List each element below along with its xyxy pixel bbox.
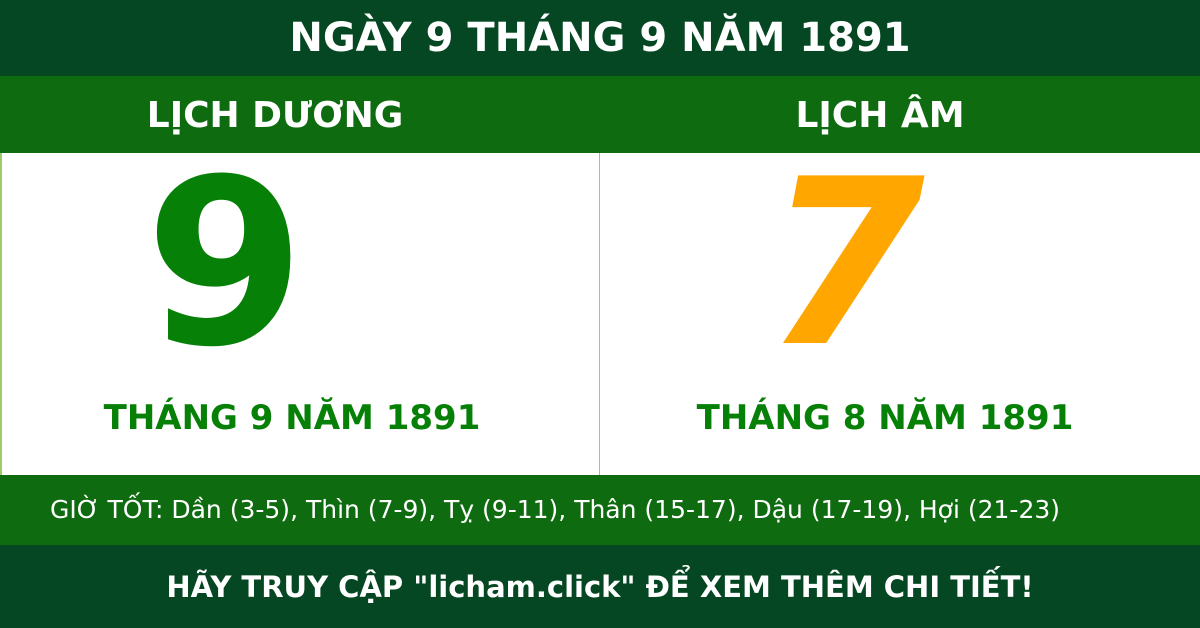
good-hours: GIỜ TỐT: Dần (3-5), Thìn (7-9), Tỵ (9-11… — [0, 475, 1200, 545]
divider — [599, 153, 600, 475]
solar-label: LỊCH DƯƠNG — [146, 95, 404, 136]
solar-month-year: THÁNG 9 NĂM 1891 — [103, 398, 481, 438]
calendar-header: LỊCH DƯƠNG LỊCH ÂM — [0, 76, 1200, 153]
solar-day: 9 — [145, 131, 306, 398]
footer-cta: HÃY TRUY CẬP "licham.click" ĐỂ XEM THÊM … — [0, 545, 1200, 628]
calendar-body — [0, 153, 1200, 475]
lunar-label: LỊCH ÂM — [795, 95, 965, 136]
lunar-month-year: THÁNG 8 NĂM 1891 — [696, 398, 1074, 438]
lunar-day: 7 — [765, 131, 926, 398]
page-title: NGÀY 9 THÁNG 9 NĂM 1891 — [0, 0, 1200, 76]
